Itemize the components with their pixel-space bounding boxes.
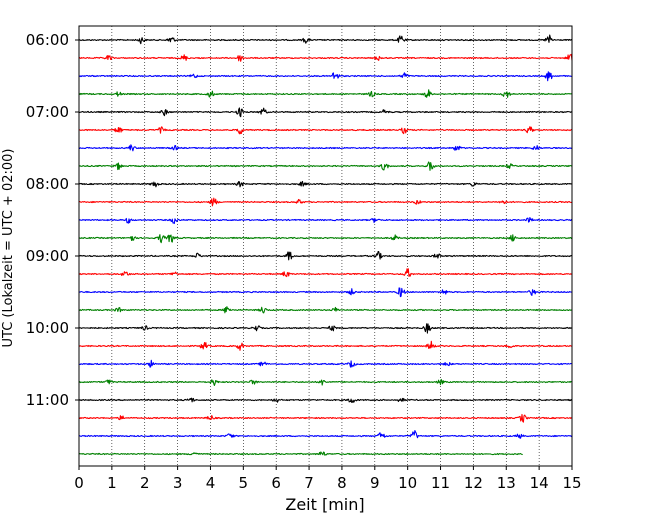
y-tick-label: 10:00 <box>26 319 69 337</box>
y-tick-label: 06:00 <box>26 31 69 49</box>
x-tick-label: 11 <box>431 474 450 492</box>
trace-1015 <box>78 340 573 351</box>
x-tick-label: 14 <box>530 474 549 492</box>
trace-0730 <box>78 144 573 152</box>
plot-frame <box>78 25 573 467</box>
x-tick-label: 8 <box>337 474 347 492</box>
trace-0915 <box>78 268 573 278</box>
trace-1145 <box>78 451 523 456</box>
trace-1000 <box>78 323 573 334</box>
x-tick-label: 2 <box>140 474 150 492</box>
trace-1115 <box>78 413 573 423</box>
trace-1100 <box>78 397 573 404</box>
x-tick-label: 9 <box>370 474 380 492</box>
y-tick-label: 09:00 <box>26 247 69 265</box>
grid-lines <box>111 26 540 466</box>
trace-0600 <box>78 34 573 45</box>
y-tick-label: 11:00 <box>26 391 69 409</box>
trace-1030 <box>78 359 573 368</box>
y-tick-label: 07:00 <box>26 103 69 121</box>
x-tick-label: 12 <box>464 474 483 492</box>
trace-0645 <box>78 89 573 98</box>
y-tick-label: 08:00 <box>26 175 69 193</box>
x-tick-label: 3 <box>173 474 183 492</box>
trace-1045 <box>78 378 573 387</box>
trace-0700 <box>78 107 573 118</box>
trace-group <box>78 34 573 456</box>
trace-0745 <box>78 161 573 171</box>
x-tick-label: 1 <box>107 474 117 492</box>
x-tick-label: 6 <box>271 474 281 492</box>
x-tick-label: 7 <box>304 474 314 492</box>
x-tick-label: 0 <box>74 474 84 492</box>
trace-0815 <box>78 197 573 207</box>
x-tick-label: 10 <box>398 474 417 492</box>
x-tick-label: 15 <box>562 474 581 492</box>
trace-1130 <box>78 429 573 439</box>
x-tick-label: 5 <box>239 474 249 492</box>
trace-0845 <box>78 234 573 244</box>
x-tick-label: 13 <box>497 474 516 492</box>
trace-0900 <box>78 251 573 261</box>
y-axis-label: UTC (Lokalzeit = UTC + 02:00) <box>1 149 16 348</box>
trace-0800 <box>78 180 573 188</box>
x-tick-label: 4 <box>206 474 216 492</box>
axis-ticks: 0 1 2 3 4 5 6 7 8 9 10 11 12 13 14 1506:0007:0008:0009:… <box>26 31 582 492</box>
x-axis-label: Zeit [min] <box>285 495 364 514</box>
trace-0630 <box>78 71 573 82</box>
trace-0715 <box>78 126 573 135</box>
trace-0615 <box>78 53 573 62</box>
trace-0830 <box>78 216 573 225</box>
trace-0930 <box>78 287 573 298</box>
trace-0945 <box>78 306 573 314</box>
